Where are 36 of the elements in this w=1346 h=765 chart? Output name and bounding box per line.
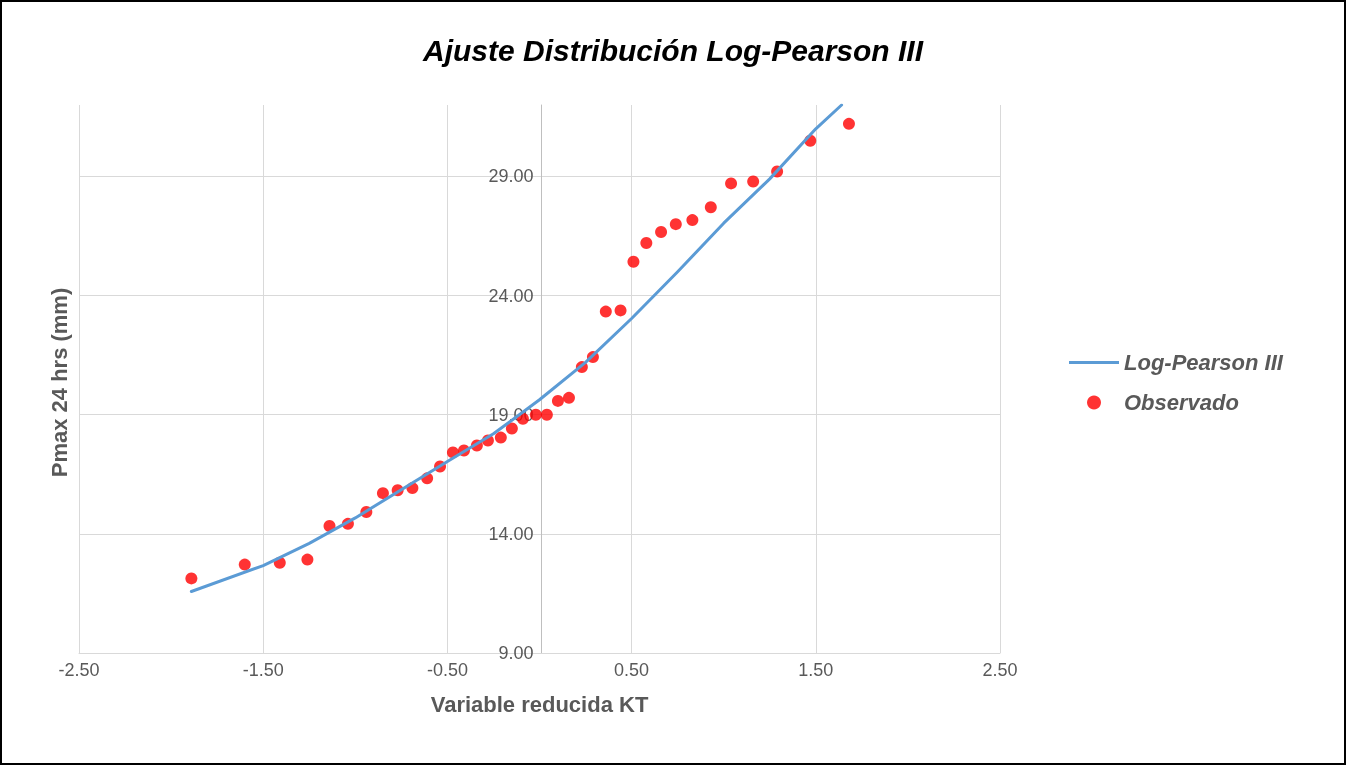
point bbox=[301, 553, 314, 566]
legend-label: Observado bbox=[1124, 390, 1239, 415]
point bbox=[599, 305, 612, 318]
point bbox=[669, 218, 682, 231]
point bbox=[686, 214, 699, 227]
x-tick-label: -1.50 bbox=[242, 660, 284, 680]
point bbox=[725, 177, 738, 190]
point bbox=[376, 487, 389, 500]
legend-label: Log-Pearson III bbox=[1124, 350, 1284, 375]
y-axis-title: Pmax 24 hrs (mm) bbox=[46, 287, 72, 478]
point bbox=[494, 431, 507, 444]
point bbox=[505, 422, 518, 435]
point bbox=[842, 117, 855, 130]
point bbox=[627, 255, 640, 268]
x-tick-label: -2.50 bbox=[58, 660, 100, 680]
point bbox=[747, 175, 760, 188]
point bbox=[640, 236, 653, 249]
point bbox=[238, 558, 251, 571]
y-tick-label: 14.00 bbox=[488, 523, 534, 544]
x-tick-label: 1.50 bbox=[798, 660, 834, 680]
point bbox=[185, 572, 198, 585]
x-axis-title: Variable reducida KT bbox=[430, 691, 649, 717]
y-tick-label: 29.00 bbox=[488, 166, 534, 187]
point bbox=[551, 394, 564, 407]
y-tick-label: 9.00 bbox=[498, 643, 534, 663]
line-series bbox=[189, 103, 844, 594]
x-tick-label: -0.50 bbox=[426, 660, 468, 680]
point bbox=[655, 226, 668, 238]
x-tick-label: 2.50 bbox=[982, 660, 1018, 680]
point bbox=[704, 201, 717, 214]
point bbox=[540, 408, 553, 421]
point bbox=[614, 304, 627, 317]
chart-title: Ajuste Distribución Log-Pearson III bbox=[421, 33, 924, 67]
y-tick-label: 24.00 bbox=[488, 285, 534, 306]
x-tick-label: 0.50 bbox=[614, 660, 650, 680]
point bbox=[562, 391, 575, 404]
